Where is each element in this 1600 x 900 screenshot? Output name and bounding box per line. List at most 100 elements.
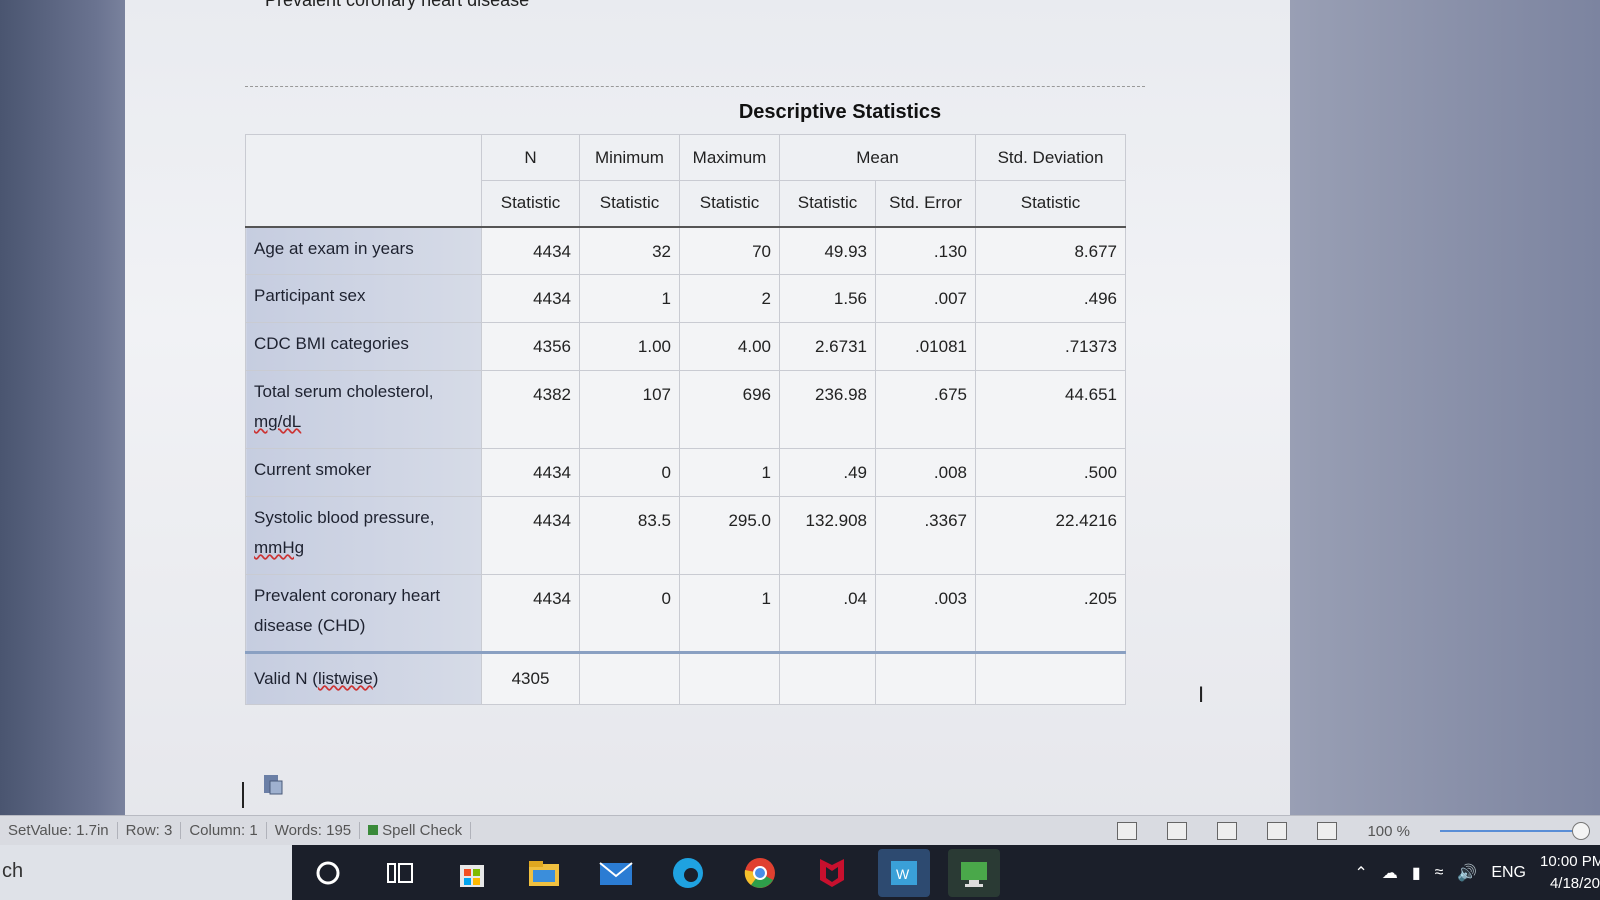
cell-value[interactable]: .3367: [875, 496, 976, 575]
store-icon[interactable]: [452, 853, 492, 893]
volume-icon[interactable]: 🔊: [1457, 864, 1478, 882]
cell-value[interactable]: 1: [579, 274, 680, 323]
subheader-cell: Statistic: [481, 180, 580, 228]
cell-empty[interactable]: [779, 651, 876, 705]
cell-value[interactable]: .003: [875, 574, 976, 653]
cell-value[interactable]: 44.651: [975, 370, 1126, 449]
taskbar-search-box[interactable]: ch: [0, 845, 292, 900]
header-mean: Mean: [779, 134, 976, 181]
cell-value[interactable]: 4434: [481, 496, 580, 575]
paste-options-icon[interactable]: [262, 772, 284, 796]
cell-value[interactable]: .205: [975, 574, 1126, 653]
zoom-slider[interactable]: [1440, 822, 1590, 840]
cell-value[interactable]: 4434: [481, 448, 580, 497]
cell-value[interactable]: .130: [875, 226, 976, 275]
cell-value[interactable]: 83.5: [579, 496, 680, 575]
cell-value[interactable]: 107: [579, 370, 680, 449]
system-tray: ⌃ ☁ ▮ ≈ 🔊 ENG 10:00 PM 4/18/20: [1354, 845, 1600, 900]
status-column: Column: 1: [181, 822, 267, 839]
cell-value[interactable]: 4305: [481, 651, 580, 705]
cell-value[interactable]: 4434: [481, 574, 580, 653]
cell-value[interactable]: .496: [975, 274, 1126, 323]
cell-value[interactable]: 1: [679, 574, 780, 653]
clock[interactable]: 10:00 PM 4/18/20: [1540, 851, 1600, 895]
cell-value[interactable]: 696: [679, 370, 780, 449]
subheader-cell: Statistic: [779, 180, 876, 228]
cell-value[interactable]: .04: [779, 574, 876, 653]
table-title: Descriptive Statistics: [738, 101, 942, 123]
task-view-icon[interactable]: [380, 853, 420, 893]
row-label[interactable]: Prevalent coronary heart disease (CHD): [245, 574, 482, 653]
cell-value[interactable]: .675: [875, 370, 976, 449]
row-label-line: mmHg: [254, 538, 305, 557]
cell-value[interactable]: 4434: [481, 274, 580, 323]
wifi-icon[interactable]: ≈: [1434, 863, 1444, 881]
cell-value[interactable]: .01081: [875, 322, 976, 371]
row-label[interactable]: CDC BMI categories: [245, 322, 482, 371]
cell-empty[interactable]: [579, 651, 680, 705]
row-label[interactable]: Age at exam in years: [245, 226, 482, 275]
language-indicator[interactable]: ENG: [1491, 863, 1526, 881]
zoom-options-icon[interactable]: [1317, 822, 1338, 840]
cell-value[interactable]: 70: [679, 226, 780, 275]
cell-value[interactable]: 2.6731: [779, 322, 876, 371]
header-n: N: [481, 134, 580, 181]
fullscreen-view-icon[interactable]: [1117, 822, 1138, 840]
chevron-up-icon[interactable]: ⌃: [1354, 864, 1368, 882]
word-icon[interactable]: W: [878, 849, 930, 897]
zoom-level[interactable]: 100 %: [1367, 822, 1410, 840]
cell-empty[interactable]: [975, 651, 1126, 705]
cell-value[interactable]: 0: [579, 574, 680, 653]
zoom-slider-knob[interactable]: [1572, 822, 1590, 840]
cell-value[interactable]: 49.93: [779, 226, 876, 275]
cell-value[interactable]: 8.677: [975, 226, 1126, 275]
cell-value[interactable]: .007: [875, 274, 976, 323]
chrome-icon[interactable]: [740, 853, 780, 893]
cell-value[interactable]: .008: [875, 448, 976, 497]
battery-icon[interactable]: ▮: [1411, 864, 1421, 882]
clock-date: 4/18/20: [1549, 874, 1600, 892]
row-label[interactable]: Current smoker: [245, 448, 482, 497]
row-label[interactable]: Participant sex: [245, 274, 482, 323]
cell-value[interactable]: 1.00: [579, 322, 680, 371]
mail-icon[interactable]: [596, 853, 636, 893]
web-layout-icon[interactable]: [1217, 822, 1238, 840]
cell-value[interactable]: 236.98: [779, 370, 876, 449]
clock-time: 10:00 PM: [1540, 852, 1600, 870]
cell-value[interactable]: 1.56: [779, 274, 876, 323]
cell-value[interactable]: .500: [975, 448, 1126, 497]
subheader-cell: Statistic: [579, 180, 680, 228]
status-bar: SetValue: 1.7in Row: 3 Column: 1 Words: …: [0, 815, 1600, 845]
print-layout-icon[interactable]: [1167, 822, 1188, 840]
row-label[interactable]: Valid N (listwise): [245, 651, 482, 705]
status-spell-check[interactable]: Spell Check: [360, 822, 472, 839]
cell-value[interactable]: .49: [779, 448, 876, 497]
draft-view-icon[interactable]: [1267, 822, 1288, 840]
app-icon[interactable]: [948, 849, 1000, 897]
cell-empty[interactable]: [679, 651, 780, 705]
taskbar: ch W ⌃ ☁ ▮ ≈ 🔊 ENG 10:00 PM 4/18/20: [0, 845, 1600, 900]
cell-value[interactable]: 1: [679, 448, 780, 497]
cell-value[interactable]: 2: [679, 274, 780, 323]
row-label[interactable]: Systolic blood pressure, mmHg: [245, 496, 482, 575]
status-words[interactable]: Words: 195: [267, 822, 361, 839]
row-label[interactable]: Total serum cholesterol, mg/dL: [245, 370, 482, 449]
cell-value[interactable]: 4356: [481, 322, 580, 371]
cell-value[interactable]: 4.00: [679, 322, 780, 371]
cell-value[interactable]: 132.908: [779, 496, 876, 575]
cell-value[interactable]: 32: [579, 226, 680, 275]
onedrive-icon[interactable]: ☁: [1381, 864, 1398, 882]
search-circle-icon[interactable]: [308, 853, 348, 893]
cell-value[interactable]: 22.4216: [975, 496, 1126, 575]
edge-icon[interactable]: [668, 853, 708, 893]
cell-value[interactable]: 295.0: [679, 496, 780, 575]
cell-value[interactable]: 0: [579, 448, 680, 497]
cell-value[interactable]: 4434: [481, 226, 580, 275]
cell-value[interactable]: 4382: [481, 370, 580, 449]
file-explorer-icon[interactable]: [524, 853, 564, 893]
cell-empty[interactable]: [875, 651, 976, 705]
subheader-cell: Statistic: [679, 180, 780, 228]
document-page[interactable]: Prevalent coronary heart disease Descrip…: [125, 0, 1290, 820]
mcafee-icon[interactable]: [812, 853, 852, 893]
cell-value[interactable]: .71373: [975, 322, 1126, 371]
